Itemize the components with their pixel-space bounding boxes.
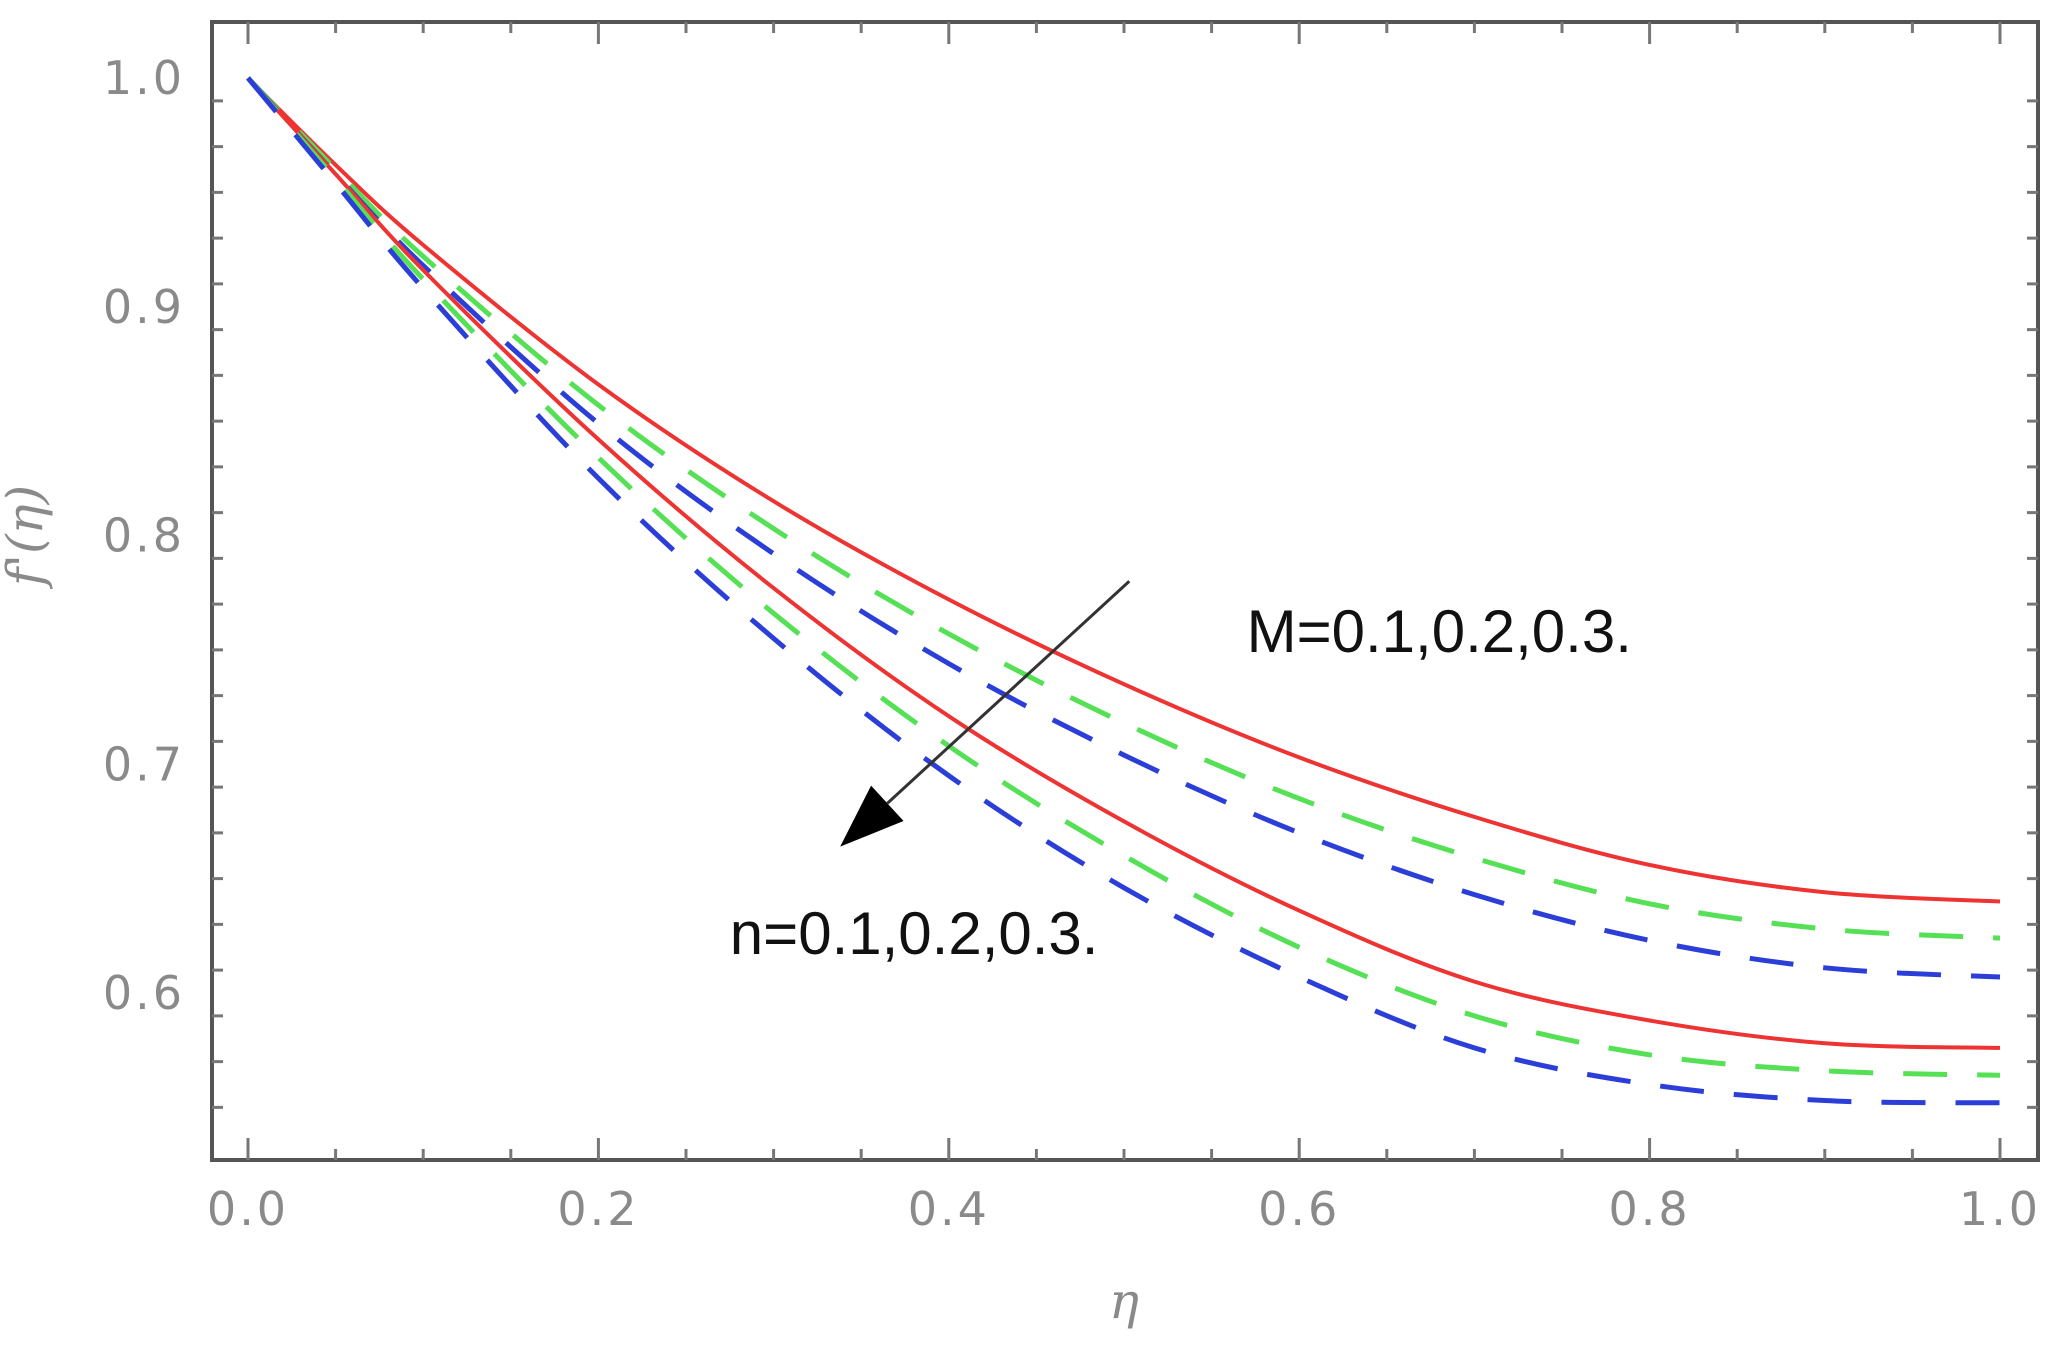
y-tick-label: 0.6: [103, 966, 185, 1020]
y-tick-label: 0.7: [103, 737, 185, 791]
y-tick-label: 0.9: [103, 280, 185, 334]
x-tick-label: 0.0: [207, 1182, 289, 1236]
arrow-shaft: [886, 580, 1131, 805]
tick-layer: 0.0 0.2 0.4 0.6 0.8 1.0 0.6 0.7 0.8 0.9 1.0: [103, 22, 2041, 1236]
series-line-4: [246, 76, 2001, 1050]
annotation-n-values: n=0.1,0.2,0.3.: [730, 900, 1099, 967]
series-line-6: [246, 76, 2001, 1106]
x-tick-label: 0.4: [908, 1182, 990, 1236]
y-tick-label: 1.0: [103, 51, 185, 105]
series-line-5: [246, 76, 2001, 1078]
arrow-head: [840, 785, 904, 847]
x-tick-label: 0.6: [1258, 1182, 1340, 1236]
series-layer: [246, 76, 2001, 1106]
label-layer: η f'(η) M=0.1,0.2,0.3. n=0.1,0.2,0.3.: [0, 485, 1632, 1330]
series-line-3: [246, 76, 2001, 980]
series-line-1: [246, 76, 2001, 904]
y-axis-title: f'(η): [0, 485, 54, 590]
y-tick-label: 0.8: [103, 509, 185, 563]
x-tick-label: 0.2: [557, 1182, 639, 1236]
series-line-2: [246, 76, 2001, 941]
x-axis-title: η: [1109, 1272, 1139, 1330]
x-tick-label: 0.8: [1609, 1182, 1691, 1236]
arrow-layer: [840, 580, 1131, 847]
annotation-m-values: M=0.1,0.2,0.3.: [1247, 598, 1632, 665]
x-tick-label: 1.0: [1959, 1182, 2041, 1236]
